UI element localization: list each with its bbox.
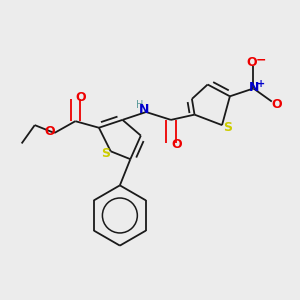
Text: H: H [136, 100, 143, 110]
Text: O: O [44, 125, 55, 138]
Text: O: O [76, 91, 86, 104]
Text: O: O [247, 56, 257, 69]
Text: O: O [272, 98, 282, 111]
Text: S: S [223, 121, 232, 134]
Text: N: N [249, 81, 260, 94]
Text: N: N [139, 103, 149, 116]
Text: +: + [257, 79, 265, 89]
Text: S: S [101, 147, 110, 160]
Text: −: − [256, 53, 266, 66]
Text: O: O [171, 138, 182, 151]
